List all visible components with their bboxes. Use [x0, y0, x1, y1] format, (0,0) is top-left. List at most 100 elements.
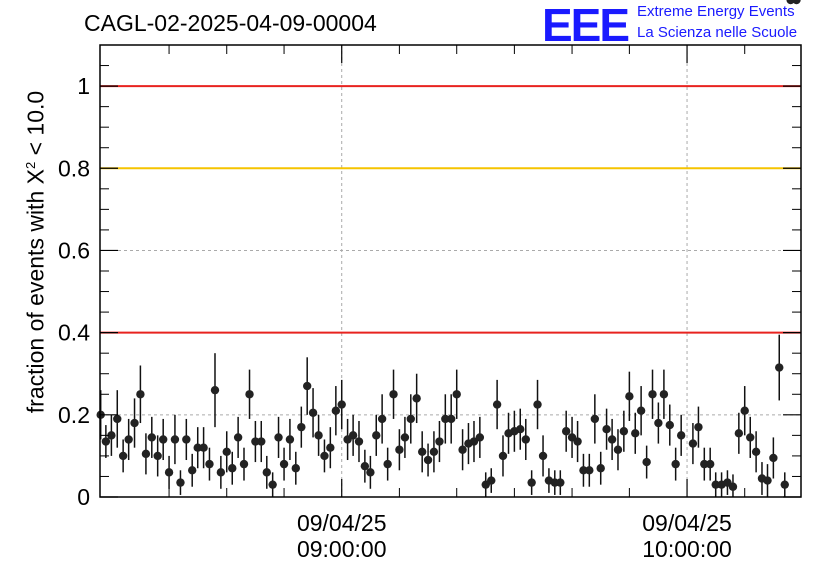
data-point — [233, 433, 243, 442]
data-point — [331, 406, 341, 415]
data-point — [124, 435, 133, 444]
data-point — [561, 427, 571, 436]
data-point — [521, 435, 530, 444]
y-tick-label: 0 — [77, 484, 90, 510]
data-point — [429, 447, 439, 456]
data-point — [596, 464, 605, 473]
data-point — [366, 468, 375, 477]
data-point — [101, 437, 111, 446]
data-point — [354, 437, 364, 446]
data-point — [164, 468, 174, 477]
data-point — [740, 406, 749, 415]
logo-line-2: La Scienza nelle Scuole — [637, 24, 798, 41]
data-point — [556, 478, 565, 487]
data-point — [792, 0, 801, 5]
data-point — [579, 466, 588, 475]
data-point — [636, 406, 646, 415]
y-label-prefix: fraction of events with — [22, 184, 49, 414]
data-point — [602, 425, 611, 434]
y-tick-label: 0.8 — [58, 155, 90, 181]
x-tick-label-date: 09/04/25 — [297, 510, 387, 536]
data-point — [469, 437, 479, 446]
data-point — [389, 390, 398, 399]
data-point — [585, 466, 594, 475]
data-point — [337, 400, 346, 409]
data-point — [619, 427, 629, 436]
y-tick-label: 0.2 — [58, 402, 90, 428]
y-axis-label: fraction of events with X2 < 10.0 — [23, 91, 50, 413]
data-point — [498, 451, 508, 461]
data-points — [96, 0, 801, 497]
data-point — [654, 418, 663, 428]
logo-line-1: Extreme Energy Events — [637, 3, 795, 20]
axis-ticks — [100, 45, 801, 498]
data-point — [734, 429, 744, 438]
data-point — [274, 433, 283, 442]
data-point — [210, 385, 220, 395]
data-point — [182, 435, 191, 444]
x-tick-label-date: 09/04/25 — [642, 510, 732, 536]
data-point — [694, 422, 703, 432]
data-point — [158, 435, 168, 444]
data-point — [412, 394, 421, 403]
data-point — [676, 431, 686, 440]
data-point — [377, 414, 387, 424]
data-point — [141, 449, 151, 459]
data-point — [665, 420, 674, 430]
y-tick-label: 0.4 — [58, 320, 90, 346]
chart-title: CAGL-02-2025-04-09-00004 — [84, 10, 377, 36]
data-point — [538, 451, 548, 461]
data-point — [262, 468, 271, 477]
y-label-sup: 2 — [22, 161, 38, 170]
data-point — [372, 431, 381, 440]
data-point — [107, 431, 116, 440]
reference-lines — [100, 85, 801, 334]
data-point — [251, 437, 260, 446]
data-point — [625, 392, 634, 401]
data-point — [769, 453, 778, 463]
data-point — [285, 435, 295, 444]
y-label-chi: X — [22, 169, 49, 185]
data-point — [113, 414, 122, 424]
data-point — [170, 435, 180, 444]
data-point — [659, 390, 669, 399]
y-tick-label: 1 — [77, 73, 90, 99]
data-point — [239, 459, 249, 469]
data-point — [705, 459, 715, 469]
data-point — [245, 390, 254, 399]
data-point — [118, 451, 128, 461]
eee-logo-mark: EEE — [542, 0, 630, 51]
data-point — [147, 433, 156, 442]
data-point — [527, 478, 536, 487]
y-tick-label: 0.6 — [58, 237, 90, 263]
data-point — [700, 459, 709, 469]
data-point — [176, 478, 185, 487]
data-point — [320, 451, 329, 461]
data-point — [648, 390, 657, 399]
data-point — [746, 433, 755, 442]
data-point — [228, 464, 237, 473]
data-point — [395, 445, 404, 454]
data-point — [516, 425, 525, 434]
data-point — [780, 480, 789, 489]
data-point — [423, 455, 433, 465]
data-point — [492, 400, 502, 409]
y-tick-labels: 0 0.2 0.4 0.6 0.8 1 — [58, 73, 90, 510]
x-tick-label-time: 09:00:00 — [297, 536, 387, 562]
data-point — [136, 390, 145, 399]
data-point — [297, 422, 306, 432]
data-point — [417, 447, 427, 456]
data-point — [360, 461, 370, 471]
data-point — [642, 457, 651, 467]
data-point — [613, 445, 623, 454]
data-point — [130, 418, 139, 428]
data-point — [441, 414, 450, 424]
data-point — [348, 431, 358, 440]
data-point — [458, 445, 467, 454]
y-label-suffix: < 10.0 — [22, 90, 49, 162]
data-point — [446, 414, 456, 424]
data-point — [631, 429, 640, 438]
data-point — [775, 363, 784, 372]
data-point — [533, 400, 542, 409]
